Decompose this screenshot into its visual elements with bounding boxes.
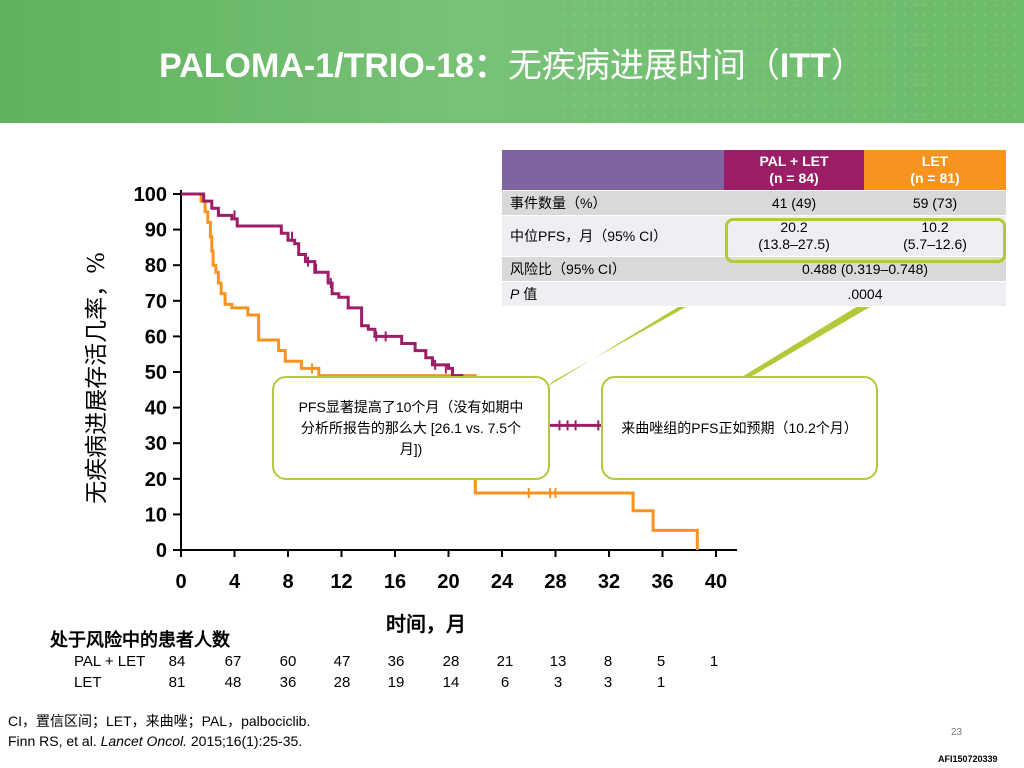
risk-count: 60 [279, 653, 297, 670]
risk-count: 3 [553, 674, 563, 691]
risk-count: 3 [603, 674, 613, 691]
median-pal: 20.2 (13.8–27.5) [724, 215, 864, 257]
y-tick-label: 10 [145, 504, 167, 526]
risk-count: 13 [549, 653, 567, 670]
x-tick-label: 24 [491, 571, 514, 593]
x-tick-label: 32 [598, 571, 620, 593]
y-tick-label: 80 [145, 255, 167, 277]
risk-count: 19 [387, 674, 405, 691]
x-tick-label: 28 [544, 571, 566, 593]
risk-count: 14 [442, 674, 460, 691]
y-tick-label: 20 [145, 469, 167, 491]
callout-pfs-improvement: PFS显著提高了10个月（没有如期中分析所报告的那么大 [26.1 vs. 7.… [272, 376, 550, 480]
x-tick-label: 20 [437, 571, 459, 593]
footnote-abbreviations: CI，置信区间；LET，来曲唑；PAL，palbociclib. [8, 713, 311, 729]
risk-row-label-let: LET [74, 674, 102, 691]
x-tick-label: 4 [229, 571, 241, 593]
x-tick-label: 40 [705, 571, 727, 593]
slide-title: PALOMA-1/TRIO-18：无疾病进展时间（ITT） [159, 47, 865, 85]
y-tick-label: 70 [145, 291, 167, 313]
risk-count: 1 [656, 674, 666, 691]
chart-axes: 0 10 20 30 40 50 60 70 80 90 100 0 4 8 12 16 20 24 28 32 36 4… [134, 184, 737, 593]
x-tick-label: 16 [384, 571, 406, 593]
x-axis-title: 时间，月 [386, 614, 466, 636]
page-number: 23 [951, 727, 963, 738]
risk-count: 48 [224, 674, 242, 691]
y-tick-label: 40 [145, 398, 167, 420]
table-row-median: 中位PFS，月（95% CI） 20.2 (13.8–27.5) 10.2 (5.7… [502, 215, 1006, 257]
y-axis-title: 无疾病进展存活几率，% [84, 252, 110, 504]
risk-count: 28 [333, 674, 351, 691]
x-tick-label: 0 [175, 571, 186, 593]
risk-count: 84 [168, 653, 186, 670]
risk-count: 67 [224, 653, 242, 670]
results-table: PAL + LET (n = 84) LET (n = 81) 事件数量（%） 41… [502, 150, 1006, 307]
risk-count: 6 [500, 674, 510, 691]
x-tick-label: 36 [651, 571, 673, 593]
table-row-p-value: P 值 .0004 [502, 281, 1006, 307]
world-map-texture [560, 0, 1024, 123]
median-highlight-box [725, 218, 1006, 263]
table-header-pal-let: PAL + LET (n = 84) [724, 150, 864, 191]
events-let: 59 (73) [864, 190, 1006, 216]
document-code: AFI150720339 [938, 754, 998, 764]
risk-count: 36 [387, 653, 405, 670]
table-header-let: LET (n = 81) [864, 150, 1006, 191]
p-label: P 值 [502, 281, 724, 307]
risk-count: 47 [333, 653, 351, 670]
let-line [181, 192, 699, 550]
risk-table-title: 处于风险中的患者人数 [50, 630, 230, 650]
risk-count: 5 [656, 653, 666, 670]
risk-row-label-pal-let: PAL + LET [74, 653, 146, 670]
footnote: CI，置信区间；LET，来曲唑；PAL，palbociclib. Finn RS… [8, 711, 310, 751]
risk-count: 81 [168, 674, 186, 691]
events-label: 事件数量（%） [502, 190, 724, 216]
table-header-blank [502, 150, 724, 191]
y-tick-label: 90 [145, 220, 167, 242]
p-value: .0004 [724, 281, 1006, 307]
median-let: 10.2 (5.7–12.6) [864, 215, 1006, 257]
header-banner [0, 0, 1024, 123]
risk-count: 21 [496, 653, 514, 670]
y-tick-label: 30 [145, 433, 167, 455]
y-tick-label: 60 [145, 326, 167, 348]
table-row-events: 事件数量（%） 41 (49) 59 (73) [502, 190, 1006, 216]
footnote-reference: Finn RS, et al. Lancet Oncol. 2015;16(1)… [8, 733, 303, 749]
let-curve [181, 192, 699, 550]
risk-count: 1 [709, 653, 719, 670]
hr-label: 风险比（95% CI） [502, 256, 724, 282]
callout-let-expected: 来曲唑组的PFS正如预期（10.2个月） [601, 376, 878, 480]
x-tick-label: 12 [330, 571, 352, 593]
y-tick-label: 100 [134, 184, 167, 206]
y-tick-label: 0 [156, 540, 167, 562]
risk-count: 8 [603, 653, 613, 670]
median-label: 中位PFS，月（95% CI） [502, 215, 724, 257]
risk-count: 36 [279, 674, 297, 691]
events-pal: 41 (49) [724, 190, 864, 216]
risk-count: 28 [442, 653, 460, 670]
y-tick-label: 50 [145, 362, 167, 384]
x-tick-label: 8 [282, 571, 293, 593]
